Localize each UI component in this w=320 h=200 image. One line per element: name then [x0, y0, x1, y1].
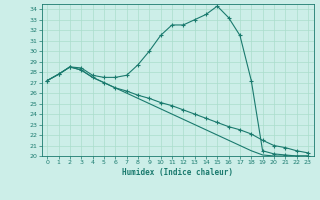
X-axis label: Humidex (Indice chaleur): Humidex (Indice chaleur) — [122, 168, 233, 177]
